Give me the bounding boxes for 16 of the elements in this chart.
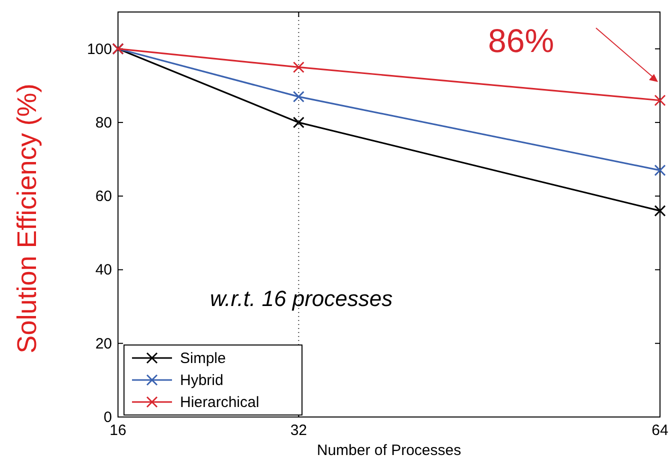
y-tick-label: 20 bbox=[95, 335, 112, 352]
legend-label: Simple bbox=[180, 350, 226, 367]
y-tick-label: 100 bbox=[86, 40, 112, 58]
y-tick-label: 60 bbox=[95, 188, 112, 206]
x-tick-label: 16 bbox=[110, 422, 126, 439]
y-tick-label: 40 bbox=[95, 262, 112, 279]
x-axis-title: Number of Processes bbox=[316, 442, 462, 459]
legend-label: Hierarchical bbox=[180, 394, 260, 411]
annotation: 86% bbox=[488, 22, 554, 59]
annotation: w.r.t. 16 processes bbox=[210, 286, 393, 311]
y-tick-label: 80 bbox=[95, 114, 112, 132]
legend-label: Hybrid bbox=[180, 372, 224, 389]
x-tick-label: 32 bbox=[290, 422, 308, 439]
y-tick-label: 0 bbox=[104, 409, 112, 426]
y-axis-title: Solution Efficiency (%) bbox=[12, 84, 42, 354]
x-tick-label: 64 bbox=[652, 422, 668, 439]
